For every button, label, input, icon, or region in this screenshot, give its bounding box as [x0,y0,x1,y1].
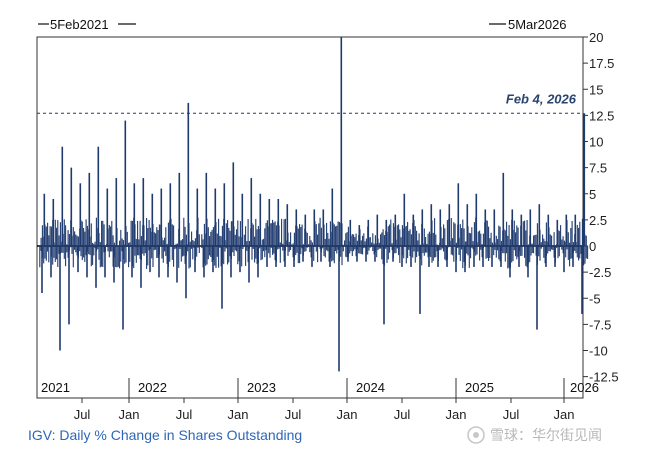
y-tick-label: -5 [589,291,601,306]
y-tick-label: -10 [589,344,608,359]
month-label: Jan [337,407,358,422]
x-axis: 2021 2022 2023 2024 2025 2026 Jul Jan Jul Jan Jul J… [41,378,599,422]
y-tick-label: 10 [589,135,603,150]
year-label: 2021 [41,380,70,395]
y-tick-label: 7.5 [589,161,607,176]
end-date-label: 5Mar2026 [489,17,567,32]
y-tick-label: 17.5 [589,56,614,71]
year-label: 2024 [356,380,385,395]
month-label: Jan [228,407,249,422]
y-tick-label: 5 [589,187,596,202]
plot-frame [36,36,584,399]
y-tick-label: -2.5 [589,265,611,280]
year-label: 2026 [570,380,599,395]
year-label: 2025 [465,380,494,395]
end-date-text: 5Mar2026 [508,17,567,32]
watermark-logo-icon [467,426,485,444]
y-axis: 20 17.5 15 12.5 10 7.5 5 2.5 0 -2.5 -5 -7.5 -10 -12.5 [37,30,619,385]
month-label: Jul [176,407,193,422]
annotation-reference: Feb 4, 2026 [37,91,583,114]
y-tick-label: 12.5 [589,108,614,123]
year-label: 2023 [247,380,276,395]
annotation-label: Feb 4, 2026 [506,91,577,106]
watermark: 雪球：华尔街见闻 [467,426,602,444]
bar-series [39,37,589,372]
month-label: Jan [119,407,140,422]
start-date-text: 5Feb2021 [50,17,109,32]
y-tick-label: -12.5 [589,370,619,385]
month-label: Jul [74,407,91,422]
month-label: Jan [554,407,575,422]
year-label: 2022 [138,380,167,395]
chart-caption: IGV: Daily % Change in Shares Outstandin… [28,427,302,443]
y-tick-label: 2.5 [589,213,607,228]
month-label: Jul [503,407,520,422]
y-tick-label: 20 [589,30,603,45]
month-label: Jul [285,407,302,422]
watermark-text: 雪球：华尔街见闻 [490,428,602,444]
y-tick-label: -7.5 [589,317,611,332]
month-label: Jan [446,407,467,422]
y-tick-label: 0 [589,239,596,254]
start-date-label: 5Feb2021 [38,17,136,32]
month-label: Jul [394,407,411,422]
y-tick-label: 15 [589,82,603,97]
